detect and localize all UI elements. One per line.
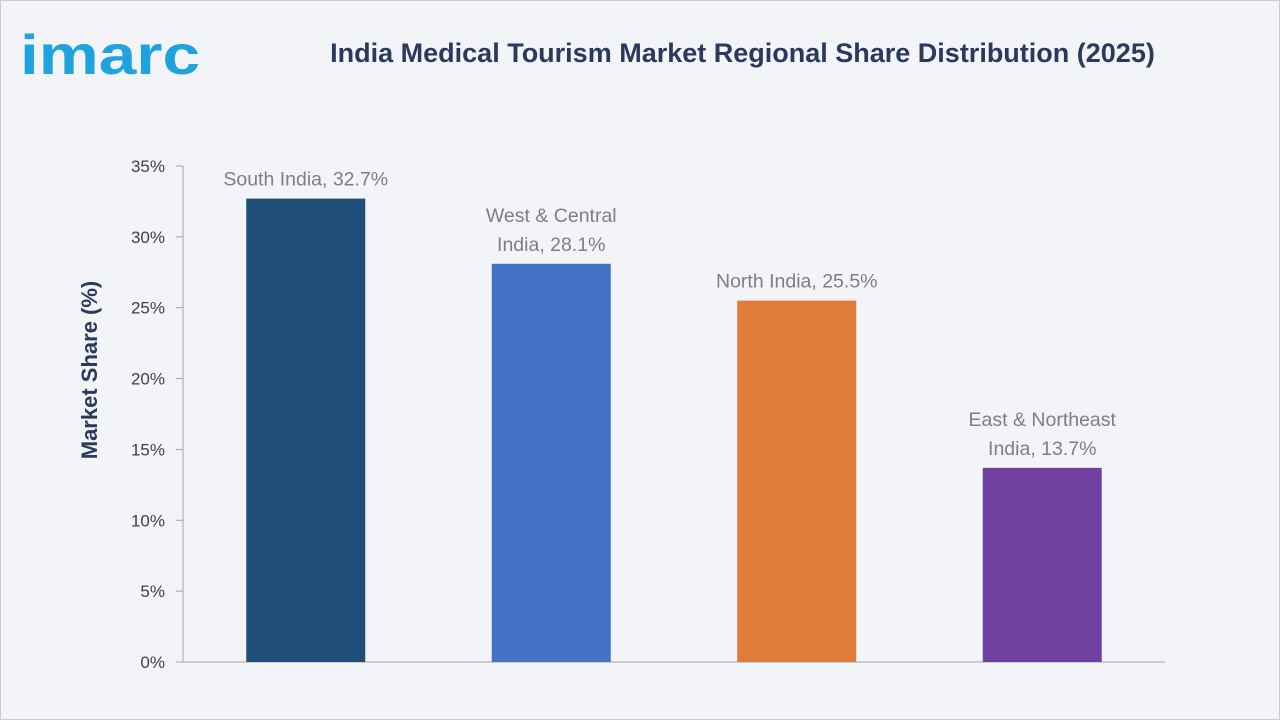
y-axis-title: Market Share (%) (77, 281, 102, 460)
data-labels: South India, 32.7% West & Central India, 2… (223, 169, 1116, 460)
y-tick-label: 15% (131, 440, 165, 459)
bar-0 (246, 198, 366, 662)
imarc-logo: imarc (20, 23, 200, 84)
bar-3 (982, 467, 1102, 662)
data-label: West & Central (486, 205, 617, 227)
y-axis: 0% 5% 10% 15% 20% 25% 30% 35% (131, 157, 1165, 672)
y-tick-label: 30% (131, 228, 165, 247)
imarc-logo-text: imarc (20, 23, 200, 84)
y-tick-label: 35% (131, 157, 165, 176)
chart-title: India Medical Tourism Market Regional Sh… (330, 38, 1155, 68)
y-tick-label: 20% (131, 370, 165, 389)
y-tick-label: 5% (140, 582, 165, 601)
bar-2 (737, 300, 857, 662)
data-label: India, 28.1% (497, 234, 605, 256)
data-label: North India, 25.5% (716, 271, 878, 293)
y-tick-label: 10% (131, 511, 165, 530)
data-label: India, 13.7% (988, 438, 1096, 460)
bar-1 (491, 263, 611, 662)
data-label: South India, 32.7% (223, 169, 388, 191)
data-label: East & Northeast (969, 409, 1117, 431)
y-tick-label: 25% (131, 299, 165, 318)
y-tick-label: 0% (140, 653, 165, 672)
bars (246, 198, 1102, 662)
